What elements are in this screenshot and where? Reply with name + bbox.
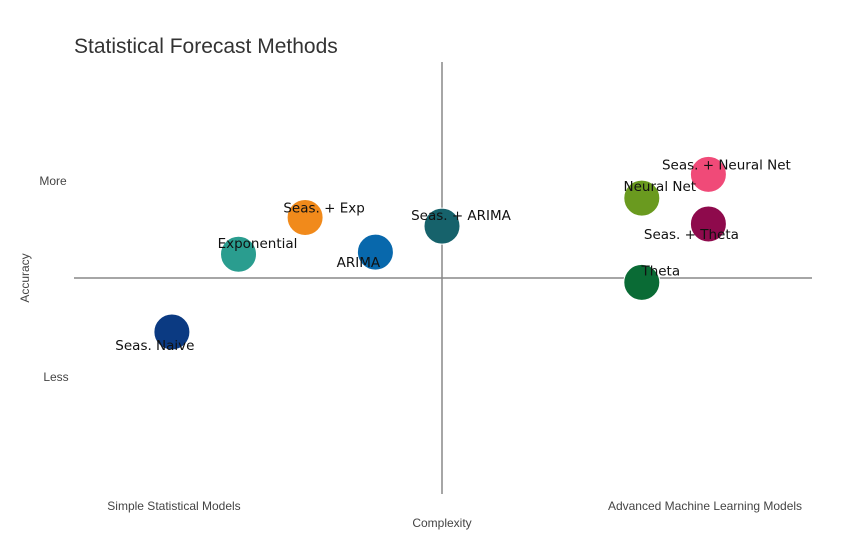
point-seas-theta xyxy=(689,205,727,243)
data-labels: Seas. Naive Exponential Seas. + Exp ARIMA Se… xyxy=(115,157,791,354)
point-seas-naive xyxy=(153,313,191,351)
y-tick-label-more: More xyxy=(39,174,67,188)
chart-title: Statistical Forecast Methods xyxy=(74,35,338,58)
y-axis-label: Accuracy xyxy=(18,253,32,302)
point-label-arima: ARIMA xyxy=(337,255,381,271)
point-seas-exp xyxy=(286,199,324,237)
data-points xyxy=(153,155,727,351)
point-label-seas-neural-net: Seas. + Neural Net xyxy=(662,157,791,173)
x-tick-label-advanced: Advanced Machine Learning Models xyxy=(608,499,802,513)
point-label-seas-exp: Seas. + Exp xyxy=(283,201,364,217)
point-seas-arima xyxy=(423,207,461,245)
point-seas-neural-net xyxy=(689,155,727,193)
point-label-theta: Theta xyxy=(640,263,680,279)
point-label-seas-arima: Seas. + ARIMA xyxy=(411,208,512,224)
point-neural-net xyxy=(623,179,661,217)
y-tick-label-less: Less xyxy=(43,370,68,384)
point-label-exponential: Exponential xyxy=(218,236,298,252)
x-axis-label: Complexity xyxy=(412,516,471,530)
point-arima xyxy=(356,233,394,271)
point-theta xyxy=(623,263,661,301)
point-label-neural-net: Neural Net xyxy=(624,179,697,195)
point-label-seas-theta: Seas. + Theta xyxy=(644,227,739,243)
x-tick-label-simple: Simple Statistical Models xyxy=(107,499,240,513)
point-exponential xyxy=(220,235,257,273)
point-label-seas-naive: Seas. Naive xyxy=(115,338,194,354)
